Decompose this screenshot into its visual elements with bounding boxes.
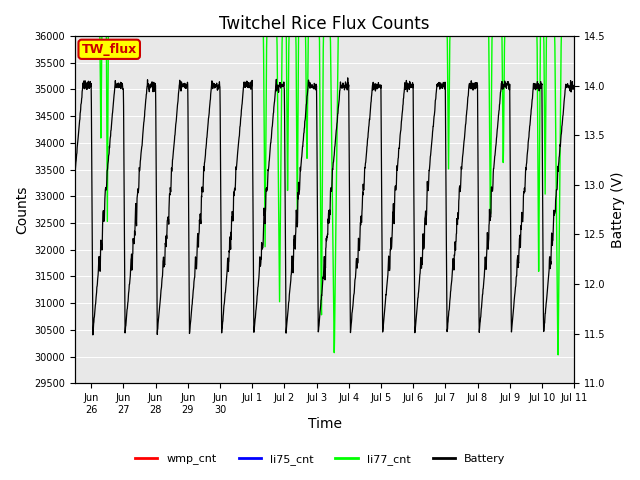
X-axis label: Time: Time (308, 418, 342, 432)
Text: TW_flux: TW_flux (81, 43, 137, 56)
Legend: wmp_cnt, li75_cnt, li77_cnt, Battery: wmp_cnt, li75_cnt, li77_cnt, Battery (131, 450, 509, 469)
Title: Twitchel Rice Flux Counts: Twitchel Rice Flux Counts (220, 15, 430, 33)
Y-axis label: Counts: Counts (15, 185, 29, 234)
Y-axis label: Battery (V): Battery (V) (611, 171, 625, 248)
